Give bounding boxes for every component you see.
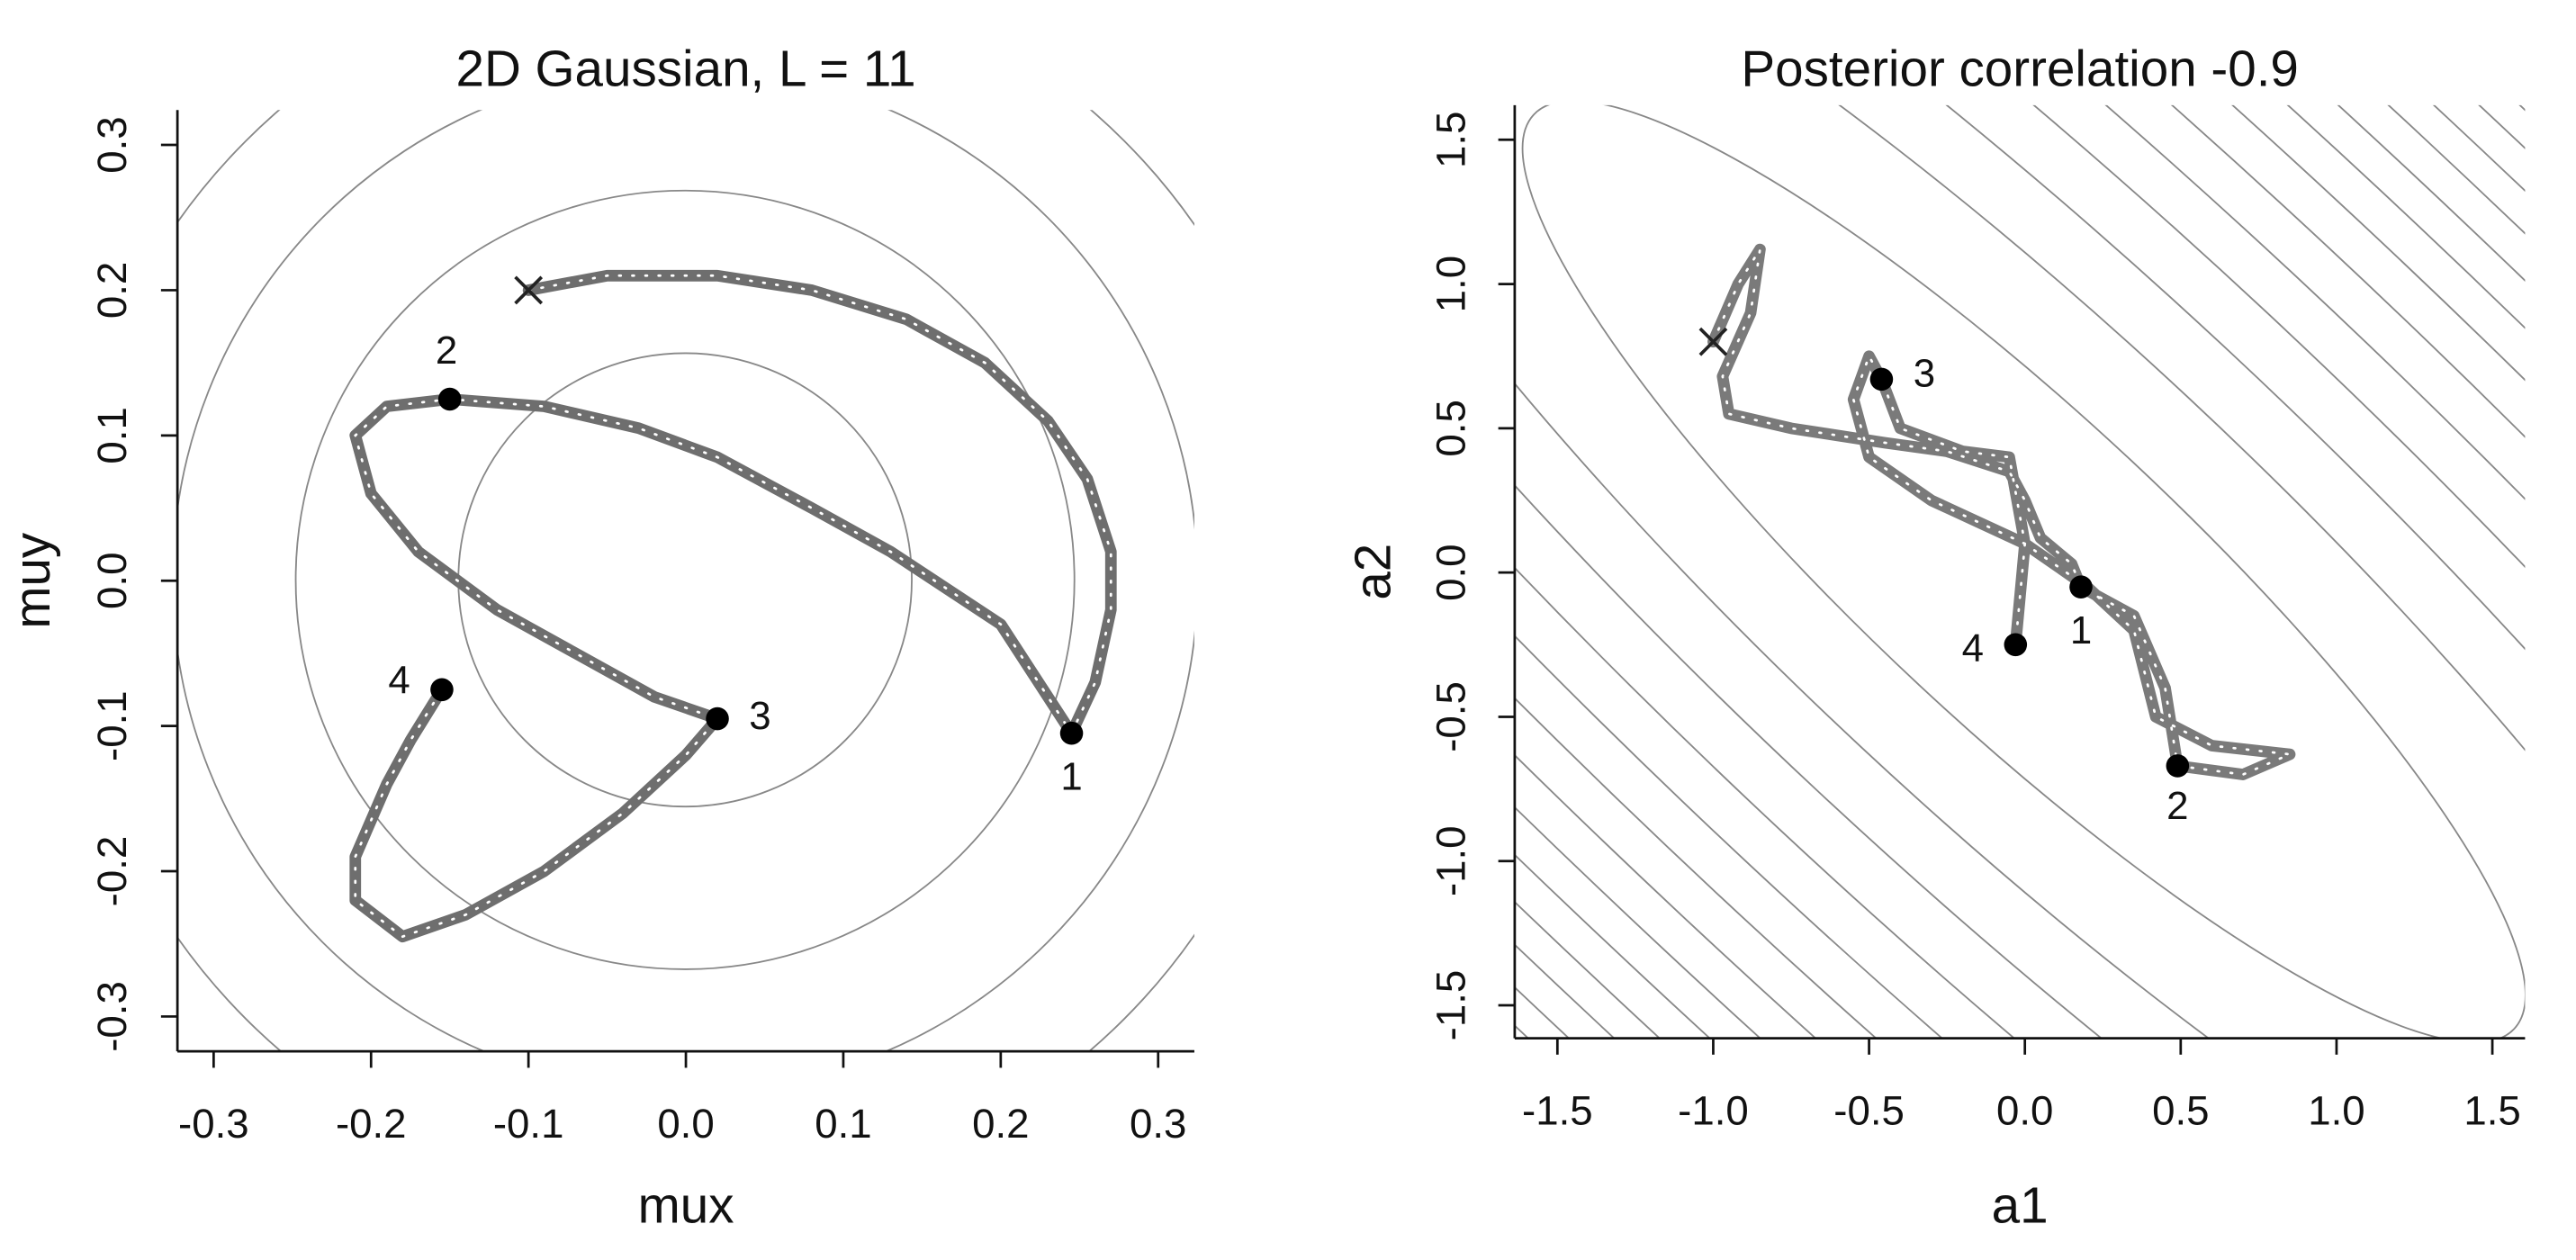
x-tick-label: -1.5: [1522, 1088, 1593, 1134]
y-tick-label: 1.5: [1428, 112, 1473, 168]
start-marker: [514, 275, 544, 305]
trajectory: [1707, 243, 2296, 780]
y-tick-label: 0.0: [89, 553, 135, 609]
point-label: 1: [1060, 754, 1082, 798]
y-tick-label: 0.2: [89, 262, 135, 319]
point-label: 3: [749, 694, 770, 738]
point-label: 2: [436, 328, 457, 373]
y-tick-label: -0.3: [89, 981, 135, 1052]
point-label: 1: [2070, 608, 2092, 652]
chart-title: 2D Gaussian, L = 11: [455, 40, 915, 96]
point: [706, 706, 729, 731]
x-axis-label: mux: [638, 1176, 734, 1233]
y-tick-label: -1.5: [1428, 970, 1473, 1041]
plot-area: [1698, 243, 2296, 780]
x-tick-label: 0.0: [657, 1101, 714, 1147]
x-tick-label: 0.5: [2152, 1088, 2209, 1134]
point: [2166, 754, 2190, 778]
x-tick-label: -0.3: [178, 1101, 249, 1147]
point-label: 3: [1914, 351, 1935, 395]
x-tick-label: 0.3: [1130, 1101, 1186, 1147]
y-tick-label: -0.5: [1428, 681, 1473, 752]
x-tick-label: 0.1: [815, 1101, 871, 1147]
point: [430, 678, 454, 702]
x-tick-label: -0.1: [493, 1101, 564, 1147]
y-tick-label: 0.5: [1428, 400, 1473, 456]
point: [1869, 367, 1894, 392]
point-label: 2: [2166, 784, 2188, 828]
x-tick-label: 1.0: [2308, 1088, 2364, 1134]
y-tick-label: 1.0: [1428, 256, 1473, 312]
x-tick-label: -0.5: [1833, 1088, 1905, 1134]
y-tick-label: 0.0: [1428, 544, 1473, 600]
point: [2004, 633, 2028, 657]
y-tick-label: -1.0: [1428, 825, 1473, 896]
point: [1059, 721, 1084, 745]
y-tick-label: -0.2: [89, 836, 135, 907]
y-tick-label: 0.1: [89, 407, 135, 464]
x-tick-label: 1.5: [2463, 1088, 2520, 1134]
x-tick-label: -0.2: [336, 1101, 407, 1147]
x-tick-label: 0.2: [972, 1101, 1029, 1147]
x-axis-label: a1: [1992, 1176, 2049, 1233]
point-label: 4: [388, 659, 410, 703]
point: [2069, 575, 2093, 598]
y-axis-label: muy: [4, 532, 60, 629]
contours: [177, 110, 1194, 1052]
x-tick-label: -1.0: [1678, 1088, 1749, 1134]
y-axis-label: a2: [1345, 544, 1401, 600]
point-label: 4: [1962, 626, 1984, 670]
plot-area: [349, 269, 1117, 943]
start-marker: [1698, 327, 1728, 356]
point: [437, 387, 462, 411]
x-tick-label: 0.0: [1996, 1088, 2053, 1134]
trajectory: [349, 269, 1117, 943]
y-tick-label: 0.3: [89, 116, 135, 173]
chart-title: Posterior correlation -0.9: [1741, 40, 2298, 96]
y-tick-label: -0.1: [89, 690, 135, 761]
